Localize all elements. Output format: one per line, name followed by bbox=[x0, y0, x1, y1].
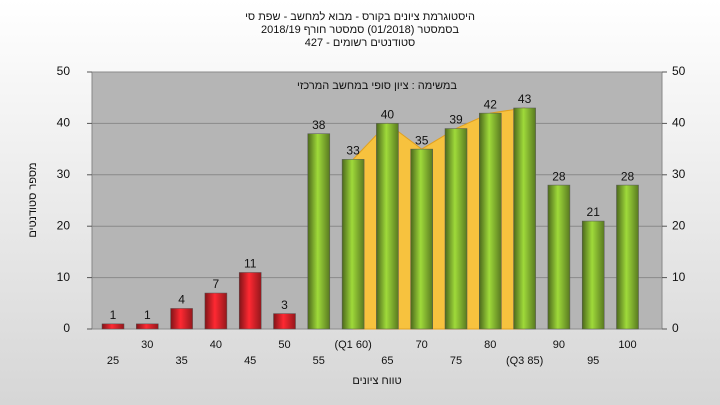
x-tick-label: 80 bbox=[484, 339, 496, 351]
value-label: 35 bbox=[415, 133, 429, 147]
y-tick-label: 50 bbox=[57, 64, 71, 78]
value-label: 33 bbox=[346, 144, 360, 158]
value-label: 11 bbox=[244, 257, 257, 271]
y-tick-label: 10 bbox=[57, 270, 71, 284]
annotation: במשימה : ציון סופי במחשב המרכזי bbox=[297, 80, 457, 92]
y-tick-label: 30 bbox=[57, 167, 71, 181]
bar bbox=[479, 112, 502, 330]
bar bbox=[513, 107, 536, 330]
x-tick-label: 65 bbox=[381, 355, 393, 367]
value-label: 40 bbox=[381, 108, 395, 122]
title-line: בסמסטר (01/2018) סמסטר חורף 2018/19 bbox=[261, 24, 459, 36]
bar bbox=[376, 123, 399, 330]
y-tick-label: 40 bbox=[57, 116, 71, 130]
x-tick-label: 40 bbox=[210, 339, 222, 351]
value-label: 4 bbox=[178, 293, 185, 307]
x-tick-label: 25 bbox=[107, 355, 119, 367]
y2-tick-label: 10 bbox=[672, 270, 686, 284]
x-axis-label: טווח ציונים bbox=[352, 375, 401, 387]
value-label: 43 bbox=[518, 92, 532, 106]
y-axis-label: מספר סטודנטים bbox=[27, 162, 39, 237]
title-line: היסטוגרמת ציונים בקורס - מבוא למחשב - שפ… bbox=[245, 10, 475, 23]
bar bbox=[238, 272, 262, 330]
y2-tick-label: 0 bbox=[672, 321, 679, 335]
bar bbox=[170, 308, 193, 330]
y2-tick-label: 30 bbox=[672, 167, 686, 181]
value-label: 1 bbox=[110, 308, 117, 322]
y-tick-label: 20 bbox=[57, 218, 71, 232]
bar bbox=[581, 220, 605, 330]
x-tick-label: 45 bbox=[244, 355, 256, 367]
x-tick-label: 75 bbox=[450, 355, 462, 367]
bar bbox=[136, 323, 159, 330]
x-tick-label: (Q3 85) bbox=[506, 355, 543, 367]
x-tick-label: (Q1 60) bbox=[334, 339, 371, 351]
x-tick-label: 30 bbox=[141, 339, 153, 351]
x-tick-label: 35 bbox=[175, 355, 187, 367]
x-tick-label: 100 bbox=[618, 339, 636, 351]
title-line: סטודנטים רשומים - 427 bbox=[305, 37, 416, 49]
value-label: 7 bbox=[213, 277, 220, 291]
value-label: 3 bbox=[281, 298, 288, 312]
value-label: 28 bbox=[552, 169, 566, 183]
bar bbox=[341, 159, 365, 330]
bar bbox=[444, 128, 468, 330]
value-label: 39 bbox=[449, 113, 463, 127]
x-tick-label: 70 bbox=[416, 339, 428, 351]
bar bbox=[616, 184, 639, 330]
y2-tick-label: 40 bbox=[672, 116, 686, 130]
value-label: 1 bbox=[144, 308, 151, 322]
bar bbox=[410, 148, 433, 330]
x-tick-label: 90 bbox=[553, 339, 565, 351]
x-tick-label: 95 bbox=[587, 355, 599, 367]
x-tick-label: 50 bbox=[278, 339, 290, 351]
y2-tick-label: 50 bbox=[672, 64, 686, 78]
value-label: 38 bbox=[312, 118, 326, 132]
bar bbox=[273, 313, 296, 330]
bar bbox=[307, 133, 331, 330]
bar bbox=[101, 323, 125, 330]
value-label: 21 bbox=[587, 205, 601, 219]
bar bbox=[547, 184, 571, 330]
y2-tick-label: 20 bbox=[672, 218, 686, 232]
value-label: 28 bbox=[621, 169, 635, 183]
value-label: 42 bbox=[484, 97, 498, 111]
y-tick-label: 0 bbox=[63, 321, 70, 335]
x-tick-label: 55 bbox=[313, 355, 325, 367]
bar bbox=[204, 292, 228, 330]
